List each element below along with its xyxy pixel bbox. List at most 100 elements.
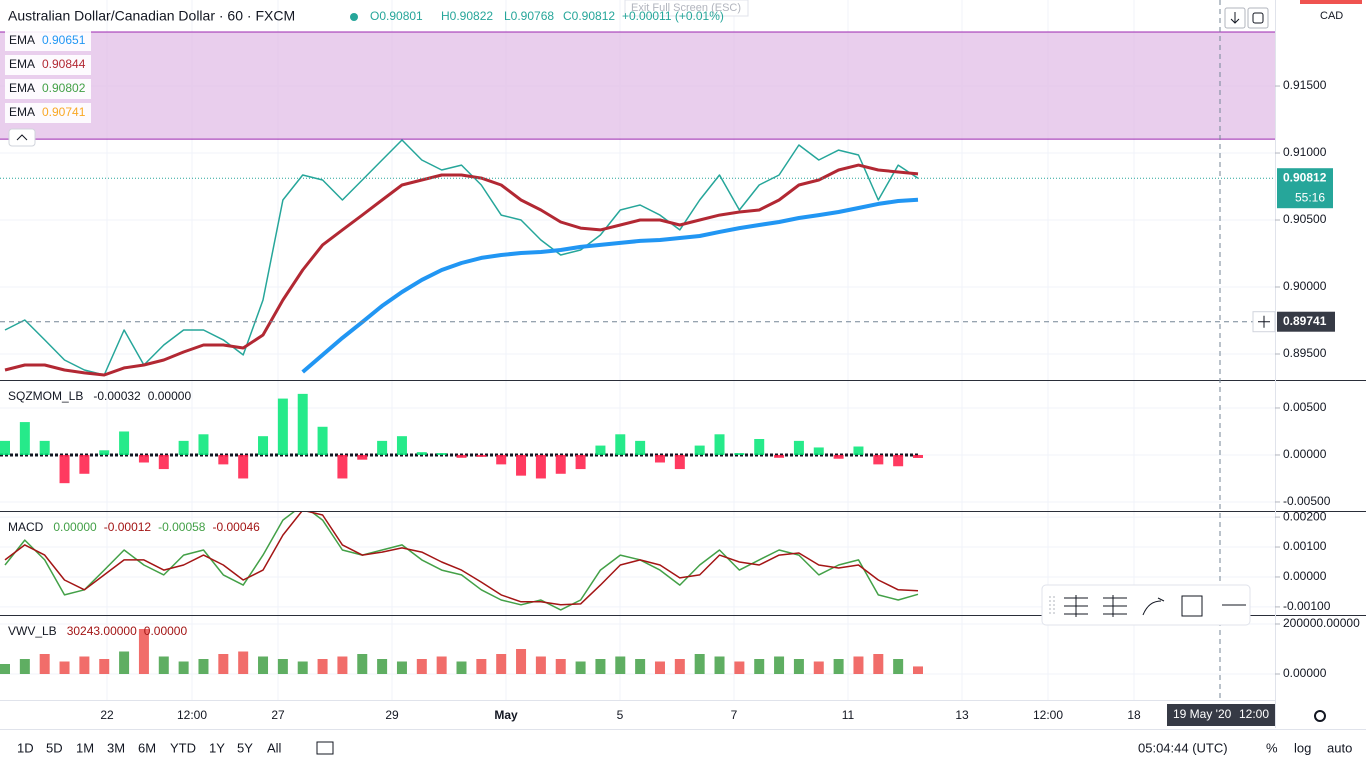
volume-bar [0, 664, 10, 674]
legend-box [5, 55, 91, 75]
histogram-bar [277, 398, 288, 455]
volume-bar [99, 659, 110, 674]
countdown-label: 55:16 [1295, 190, 1325, 204]
toolbar-icon[interactable] [1142, 597, 1165, 616]
price-tick-label: 0.00100 [1283, 539, 1327, 553]
histogram-bar [774, 454, 785, 458]
indicator-readout: 0.00000 [53, 520, 97, 534]
volume-bar [158, 656, 169, 674]
volume-bar [476, 659, 487, 674]
volume-bar [258, 656, 269, 674]
pane-plot [0, 393, 923, 484]
indicator-readout: 30243.00000 [67, 624, 137, 638]
legend-value: 0.90844 [42, 57, 86, 71]
volume-bar [813, 661, 824, 674]
range-button[interactable]: 5Y [237, 740, 253, 755]
histogram-bar [138, 454, 149, 463]
volume-bar [277, 659, 288, 674]
histogram-bar [913, 454, 923, 458]
volume-bar [436, 656, 447, 674]
price-tick-label: 0.90000 [1283, 279, 1327, 293]
volume-bar [535, 656, 546, 674]
legend-name: EMA [9, 105, 35, 119]
collapse-legend-button[interactable] [8, 128, 36, 147]
range-button[interactable]: 1D [17, 740, 34, 755]
range-button[interactable]: 6M [138, 740, 156, 755]
histogram-bar [218, 454, 229, 465]
indicator-readout: 0.00000 [144, 624, 188, 638]
axis-marker [1300, 0, 1362, 4]
toolbar-icon[interactable] [1103, 595, 1127, 617]
volume-bar [178, 661, 189, 674]
histogram-bar [19, 422, 30, 455]
histogram-bar [535, 454, 546, 479]
histogram-bar [158, 454, 169, 470]
histogram-bar [297, 393, 308, 455]
histogram-bar [813, 447, 824, 455]
histogram-bar [337, 454, 348, 479]
toolbar-icon[interactable] [1181, 595, 1203, 617]
volume-bar [119, 651, 130, 674]
histogram-bar [456, 454, 467, 458]
histogram-bar [853, 446, 864, 455]
exit-fullscreen-button[interactable] [624, 0, 749, 17]
histogram-bar [595, 445, 606, 455]
scroll-icon [1230, 12, 1240, 24]
range-button[interactable]: 3M [107, 740, 125, 755]
range-button[interactable]: 5D [46, 740, 63, 755]
histogram-bar [258, 436, 269, 455]
indicator-readout: -0.00046 [212, 520, 260, 534]
histogram-bar [635, 440, 646, 455]
histogram-bar [873, 454, 884, 465]
histogram-bar [615, 434, 626, 455]
histogram-bar [238, 454, 249, 479]
histogram-bar [178, 440, 189, 455]
volume-bar [615, 656, 626, 674]
volume-bar [357, 654, 368, 674]
histogram-bar [99, 450, 110, 455]
scale-option[interactable]: auto [1327, 740, 1352, 755]
volume-bar [79, 656, 90, 674]
exit-fullscreen-label[interactable]: Exit Full Screen (ESC) [631, 2, 741, 14]
crosshair-time-label: 12:00 [1239, 707, 1269, 721]
scale-option[interactable]: % [1266, 740, 1278, 755]
legend-value: 0.90802 [42, 81, 86, 95]
time-label: 12:00 [1033, 708, 1063, 722]
time-label: 27 [271, 708, 285, 722]
scale-option[interactable]: log [1294, 740, 1311, 755]
range-button[interactable]: All [267, 740, 282, 755]
range-button[interactable]: YTD [170, 740, 196, 755]
histogram-bar [714, 434, 725, 455]
time-label: 7 [731, 708, 738, 722]
settings-button[interactable] [1314, 710, 1326, 722]
crosshair-date-label: 19 May '20 [1173, 707, 1232, 721]
price-tick-label: 0.00500 [1283, 400, 1327, 414]
drawing-toolbar [1041, 584, 1251, 626]
crosshair-price-label: 0.89741 [1283, 314, 1327, 328]
crosshair-price-badge [1277, 311, 1335, 332]
price-tick-label: 0.00000 [1283, 447, 1327, 461]
volume-bar [754, 659, 765, 674]
range-button[interactable]: 1M [76, 740, 94, 755]
volume-bar [635, 659, 646, 674]
volume-bar [654, 661, 665, 674]
toolbar-icon[interactable] [1064, 595, 1088, 617]
histogram-bar [357, 454, 368, 460]
histogram-bar [654, 454, 665, 463]
range-button[interactable]: 1Y [209, 740, 225, 755]
histogram-bar [833, 454, 844, 459]
date-range-button[interactable] [316, 741, 334, 755]
time-label: 18 [1127, 708, 1141, 722]
time-label: 13 [955, 708, 969, 722]
price-tick-label: 0.91500 [1283, 78, 1327, 92]
legend-name: EMA [9, 33, 35, 47]
price-tick-label: 200000.00000 [1283, 616, 1360, 630]
volume-bar [555, 659, 566, 674]
crosshair-time-badge [1167, 704, 1275, 726]
histogram-bar [0, 440, 10, 455]
reset-button[interactable] [1247, 7, 1269, 29]
histogram-bar [555, 454, 566, 474]
market-status-dot [350, 13, 358, 21]
volume-bar [893, 659, 904, 674]
